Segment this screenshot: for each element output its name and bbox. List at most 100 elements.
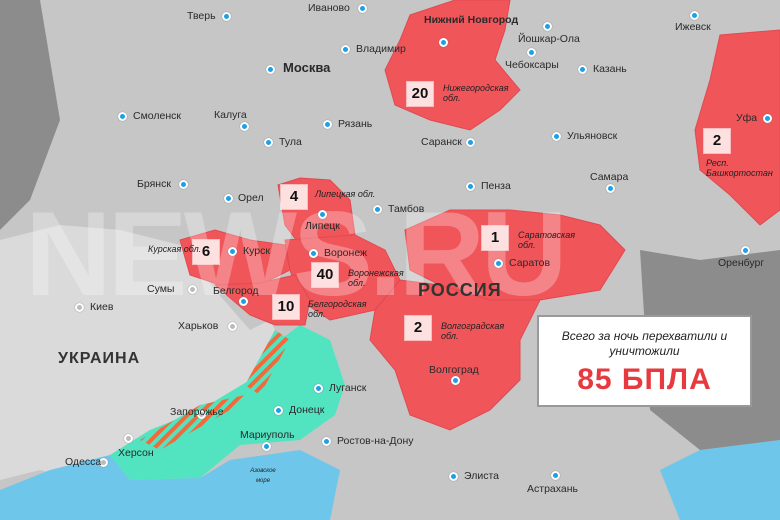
city-label: Смоленск bbox=[133, 110, 182, 122]
city-label: Курск bbox=[243, 245, 270, 257]
city-label: Мариуполь bbox=[240, 429, 295, 441]
city-dot bbox=[179, 180, 188, 189]
city-dot bbox=[449, 472, 458, 481]
city-dot bbox=[551, 471, 560, 480]
city-dot bbox=[527, 48, 536, 57]
region-label: Саратовская обл. bbox=[518, 230, 576, 250]
city-dot bbox=[240, 122, 249, 131]
city-label: Воронеж bbox=[324, 247, 368, 259]
region-count-badge: 4 bbox=[280, 184, 308, 210]
region-count-badge: 6 bbox=[192, 239, 220, 265]
city-dot bbox=[373, 205, 382, 214]
city-dot bbox=[690, 11, 699, 20]
city-dot bbox=[309, 249, 318, 258]
region-count-badge: 2 bbox=[404, 315, 432, 341]
city-dot bbox=[228, 247, 237, 256]
city-label: Харьков bbox=[178, 320, 219, 332]
region-label: Волгоградская обл. bbox=[441, 321, 505, 341]
city-label: Самара bbox=[590, 171, 629, 183]
city-dot bbox=[341, 45, 350, 54]
city-label: Тверь bbox=[187, 10, 216, 22]
city-label: Ростов-на-Дону bbox=[337, 435, 414, 447]
city-label: Оренбург bbox=[718, 257, 765, 269]
city-label: Астрахань bbox=[527, 483, 578, 495]
city-dot bbox=[99, 458, 108, 467]
city-label: Рязань bbox=[338, 118, 373, 130]
city-label: Чебоксары bbox=[505, 59, 559, 71]
city-dot bbox=[197, 410, 206, 419]
region-label: Белгородская обл. bbox=[308, 299, 367, 319]
city-label: Саратов bbox=[509, 257, 551, 269]
city-dot bbox=[266, 65, 275, 74]
city-label: Калуга bbox=[214, 109, 247, 121]
region-label: Воронежская обл. bbox=[348, 268, 404, 288]
city-label: Казань bbox=[593, 63, 627, 75]
region-count-badge: 1 bbox=[481, 225, 509, 251]
sea-black bbox=[0, 450, 340, 520]
city-dot bbox=[552, 132, 561, 141]
city-dot bbox=[451, 376, 460, 385]
callout-total: 85 БПЛА bbox=[577, 363, 712, 396]
city-dot bbox=[323, 120, 332, 129]
city-label: Запорожье bbox=[170, 406, 224, 418]
city-label: Волгоград bbox=[429, 364, 479, 376]
city-dot bbox=[578, 65, 587, 74]
city-dot bbox=[358, 4, 367, 13]
country-label-ukraine: УКРАИНА bbox=[58, 350, 141, 367]
city-label: Киев bbox=[90, 301, 114, 313]
city-dot bbox=[188, 285, 197, 294]
city-label: Уфа bbox=[736, 112, 758, 124]
city-label: Брянск bbox=[137, 178, 171, 190]
city-label: Москва bbox=[283, 60, 331, 75]
city-label: Элиста bbox=[464, 470, 499, 482]
city-dot bbox=[606, 184, 615, 193]
city-label: Сумы bbox=[147, 283, 175, 295]
city-label: Одесса bbox=[65, 456, 102, 468]
region-bashkortostan bbox=[694, 29, 780, 226]
city-label: Тамбов bbox=[388, 203, 425, 215]
city-label: Орел bbox=[238, 192, 264, 204]
city-label: Владимир bbox=[356, 43, 406, 55]
city-label: Херсон bbox=[118, 447, 154, 459]
sea-caspian bbox=[660, 440, 780, 520]
city-dot bbox=[466, 182, 475, 191]
city-dot bbox=[494, 259, 503, 268]
city-dot bbox=[239, 297, 248, 306]
city-label: Пенза bbox=[481, 180, 511, 192]
city-dot bbox=[228, 322, 237, 331]
region-count-badge: 20 bbox=[406, 81, 434, 107]
region-count-badge: 10 bbox=[272, 294, 300, 320]
city-dot bbox=[763, 114, 772, 123]
left-dark-area bbox=[0, 0, 60, 230]
city-label: Йошкар-Ола bbox=[518, 33, 580, 45]
city-dot bbox=[439, 38, 448, 47]
summary-callout: Всего за ночь перехватили и уничтожили 8… bbox=[537, 315, 752, 407]
city-dot bbox=[741, 246, 750, 255]
city-dot bbox=[314, 384, 323, 393]
city-label: Саранск bbox=[421, 136, 462, 148]
city-label: Тула bbox=[279, 136, 302, 148]
city-dot bbox=[466, 138, 475, 147]
region-count-badge: 2 bbox=[703, 128, 731, 154]
ukraine-territory bbox=[0, 225, 280, 480]
region-label: Нижегородская обл. bbox=[443, 83, 509, 103]
region-label: Липецкая обл. bbox=[315, 189, 376, 199]
city-label: Луганск bbox=[329, 382, 367, 394]
city-dot bbox=[222, 12, 231, 21]
city-label: Донецк bbox=[289, 404, 325, 416]
city-dot bbox=[274, 406, 283, 415]
city-dot bbox=[318, 210, 327, 219]
callout-text: Всего за ночь перехватили и уничтожили bbox=[561, 329, 728, 358]
city-dot bbox=[124, 434, 133, 443]
region-saratov bbox=[404, 209, 626, 301]
city-dot bbox=[75, 303, 84, 312]
sea-label: Азовское море bbox=[250, 468, 276, 484]
region-label: Респ. Башкортостан bbox=[706, 158, 773, 178]
region-count-badge: 40 bbox=[311, 262, 339, 288]
country-label-russia: РОССИЯ bbox=[418, 280, 502, 300]
city-dot bbox=[262, 442, 271, 451]
city-label: Ижевск bbox=[675, 21, 711, 33]
city-dot bbox=[322, 437, 331, 446]
frontline-hatch bbox=[140, 330, 290, 450]
